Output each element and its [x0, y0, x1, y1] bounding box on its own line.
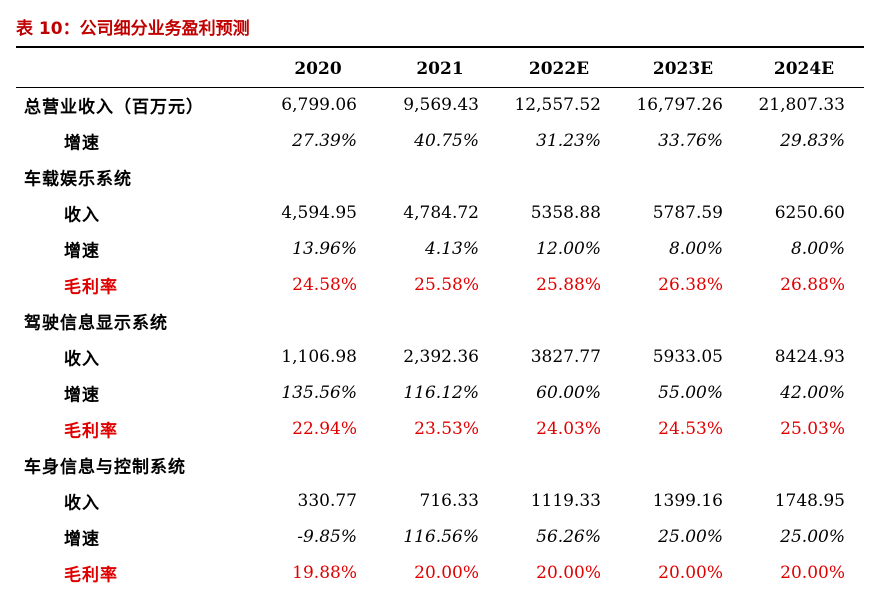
growth-cell: 8.00%: [790, 239, 845, 259]
margin-cell: 20.00%: [536, 563, 601, 583]
margin-row: 毛利率 22.94% 23.53% 24.03% 24.53% 25.03%: [16, 411, 864, 447]
margin-row: 毛利率 19.88% 20.00% 20.00% 20.00% 20.00%: [16, 555, 864, 591]
growth-cell: 116.12%: [403, 383, 479, 403]
revenue-cell: 1748.95: [774, 491, 845, 511]
revenue-row: 收入 4,594.95 4,784.72 5358.88 5787.59 6250.60: [16, 195, 864, 231]
growth-row: 增速 27.39% 40.75% 31.23% 33.76% 29.83%: [16, 123, 864, 159]
year-header: 2024E: [773, 59, 835, 79]
revenue-cell: 5358.88: [530, 203, 601, 223]
section-value-cell: 16,797.26: [636, 95, 723, 115]
growth-cell: 27.39%: [292, 131, 357, 151]
revenue-cell: 4,784.72: [403, 203, 479, 223]
revenue-label: 收入: [64, 493, 100, 514]
growth-cell: 25.00%: [658, 527, 723, 547]
margin-cell: 19.88%: [292, 563, 357, 583]
growth-row: 增速 135.56% 116.12% 60.00% 55.00% 42.00%: [16, 375, 864, 411]
section-row: 驾驶信息显示系统: [16, 303, 864, 339]
revenue-cell: 716.33: [419, 491, 479, 511]
margin-cell: 23.53%: [414, 419, 479, 439]
year-header: 2020: [294, 59, 342, 79]
section-row: 车载娱乐系统: [16, 159, 864, 195]
growth-cell: 56.26%: [536, 527, 601, 547]
margin-label: 毛利率: [64, 277, 118, 298]
margin-cell: 24.53%: [658, 419, 723, 439]
margin-cell: 25.03%: [780, 419, 845, 439]
table-top-rule: [16, 46, 864, 48]
table-title: 表 10：公司细分业务盈利预测: [16, 19, 250, 39]
growth-cell: 29.83%: [780, 131, 845, 151]
section-label: 驾驶信息显示系统: [24, 313, 168, 334]
growth-cell: 8.00%: [668, 239, 723, 259]
margin-cell: 22.94%: [292, 419, 357, 439]
growth-label: 增速: [64, 241, 100, 262]
growth-cell: -9.85%: [297, 527, 357, 547]
growth-cell: 60.00%: [536, 383, 601, 403]
margin-cell: 25.58%: [414, 275, 479, 295]
growth-cell: 42.00%: [780, 383, 845, 403]
growth-label: 增速: [64, 133, 100, 154]
growth-cell: 116.56%: [403, 527, 479, 547]
margin-label: 毛利率: [64, 421, 118, 442]
revenue-cell: 5933.05: [652, 347, 723, 367]
section-label: 总营业收入（百万元）: [24, 97, 204, 118]
header-rule: [16, 87, 864, 88]
header-row: 2020 2021 2022E 2023E 2024E: [16, 51, 864, 87]
revenue-label: 收入: [64, 205, 100, 226]
growth-cell: 13.96%: [292, 239, 357, 259]
growth-cell: 25.00%: [780, 527, 845, 547]
margin-cell: 20.00%: [780, 563, 845, 583]
section-row: 总营业收入（百万元） 6,799.06 9,569.43 12,557.52 16,79…: [16, 87, 864, 123]
margin-cell: 25.88%: [536, 275, 601, 295]
revenue-cell: 1,106.98: [281, 347, 357, 367]
growth-cell: 31.23%: [536, 131, 601, 151]
section-label: 车载娱乐系统: [24, 169, 132, 190]
revenue-cell: 1399.16: [652, 491, 723, 511]
revenue-label: 收入: [64, 349, 100, 370]
year-header: 2023E: [652, 59, 714, 79]
margin-cell: 26.88%: [780, 275, 845, 295]
section-value-cell: 6,799.06: [281, 95, 357, 115]
section-row: 车身信息与控制系统: [16, 447, 864, 483]
margin-cell: 20.00%: [414, 563, 479, 583]
growth-label: 增速: [64, 529, 100, 550]
margin-cell: 24.03%: [536, 419, 601, 439]
growth-row: 增速 -9.85% 116.56% 56.26% 25.00% 25.00%: [16, 519, 864, 555]
year-header: 2021: [416, 59, 464, 79]
section-value-cell: 21,807.33: [758, 95, 845, 115]
margin-cell: 26.38%: [658, 275, 723, 295]
section-label: 车身信息与控制系统: [24, 457, 186, 478]
margin-cell: 20.00%: [658, 563, 723, 583]
revenue-cell: 5787.59: [652, 203, 723, 223]
revenue-cell: 6250.60: [774, 203, 845, 223]
revenue-row: 收入 1,106.98 2,392.36 3827.77 5933.05 8424.93: [16, 339, 864, 375]
growth-row: 增速 13.96% 4.13% 12.00% 8.00% 8.00%: [16, 231, 864, 267]
revenue-cell: 3827.77: [530, 347, 601, 367]
revenue-cell: 1119.33: [530, 491, 601, 511]
section-value-cell: 12,557.52: [514, 95, 601, 115]
section-value-cell: 9,569.43: [403, 95, 479, 115]
revenue-cell: 2,392.36: [403, 347, 479, 367]
growth-label: 增速: [64, 385, 100, 406]
revenue-cell: 4,594.95: [281, 203, 357, 223]
growth-cell: 12.00%: [536, 239, 601, 259]
year-header: 2022E: [528, 59, 590, 79]
growth-cell: 4.13%: [424, 239, 479, 259]
margin-label: 毛利率: [64, 565, 118, 586]
growth-cell: 135.56%: [281, 383, 357, 403]
revenue-cell: 8424.93: [774, 347, 845, 367]
growth-cell: 33.76%: [658, 131, 723, 151]
margin-row: 毛利率 24.58% 25.58% 25.88% 26.38% 26.88%: [16, 267, 864, 303]
margin-cell: 24.58%: [292, 275, 357, 295]
growth-cell: 40.75%: [414, 131, 479, 151]
revenue-row: 收入 330.77 716.33 1119.33 1399.16 1748.95: [16, 483, 864, 519]
growth-cell: 55.00%: [658, 383, 723, 403]
revenue-cell: 330.77: [297, 491, 357, 511]
